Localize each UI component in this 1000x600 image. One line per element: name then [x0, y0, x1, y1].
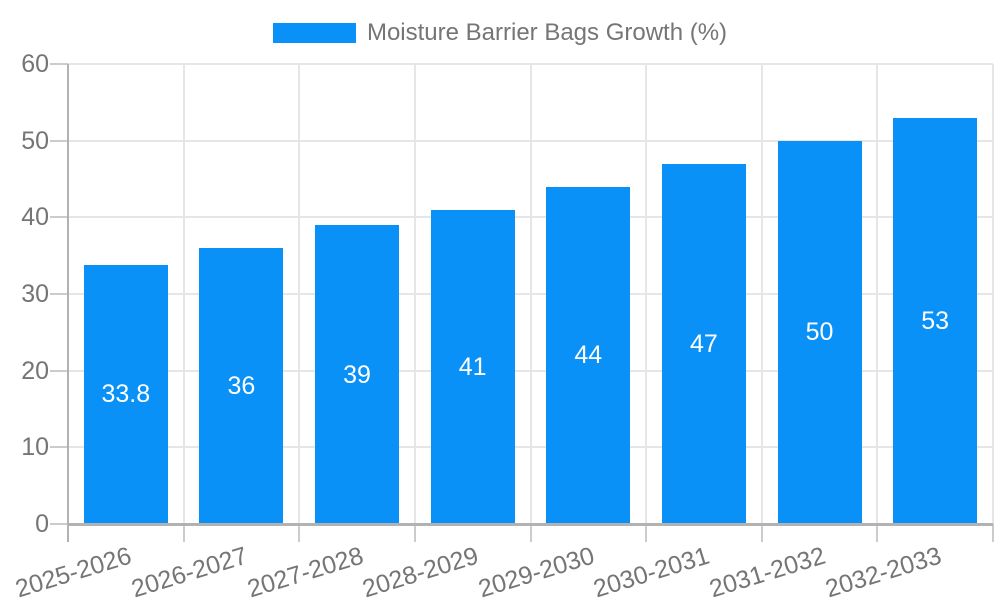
y-tick-mark	[50, 216, 68, 219]
x-tick-mark	[992, 524, 994, 542]
x-gridline	[298, 64, 301, 524]
bar-value-label: 41	[458, 352, 487, 381]
y-tick-mark	[50, 369, 68, 372]
x-axis-label: 2026-2027	[128, 541, 251, 600]
bar[interactable]	[199, 248, 284, 524]
legend-swatch	[272, 23, 356, 43]
y-axis-line	[67, 64, 69, 542]
x-tick-mark	[876, 524, 879, 542]
y-tick-mark	[50, 139, 68, 142]
bar[interactable]	[661, 163, 746, 524]
y-tick-mark	[50, 446, 68, 449]
x-gridline	[760, 64, 763, 524]
y-tick-mark	[50, 63, 68, 65]
x-tick-mark	[645, 524, 648, 542]
y-axis-label: 0	[35, 510, 49, 538]
x-axis-label: 2029-2030	[474, 541, 598, 600]
bar-value-label: 33.8	[101, 380, 151, 409]
x-gridline	[182, 64, 185, 524]
bar[interactable]	[546, 186, 631, 524]
y-tick-mark	[50, 523, 68, 525]
x-tick-mark	[298, 524, 301, 542]
bar[interactable]	[893, 117, 978, 524]
legend: Moisture Barrier Bags Growth (%)	[0, 20, 1000, 46]
bar-value-label: 53	[921, 306, 950, 335]
x-axis-label: 2031-2032	[706, 541, 829, 600]
bar-value-label: 39	[343, 360, 371, 389]
bar[interactable]	[777, 140, 862, 524]
bar[interactable]	[430, 209, 515, 524]
x-axis-label: 2025-2026	[12, 541, 135, 600]
bar[interactable]	[83, 264, 168, 524]
x-gridline	[413, 64, 416, 524]
x-axis-label: 2028-2029	[359, 541, 482, 600]
bar-value-label: 44	[574, 341, 603, 370]
y-axis-label: 40	[21, 203, 49, 232]
x-gridline	[992, 64, 994, 524]
bar-value-label: 50	[805, 318, 834, 347]
x-axis-label: 2027-2028	[243, 541, 367, 600]
x-axis-line	[67, 523, 993, 526]
x-gridline	[645, 64, 648, 524]
y-axis-label: 30	[21, 280, 49, 308]
y-axis-label: 60	[21, 50, 49, 78]
x-gridline	[529, 64, 532, 524]
x-tick-mark	[182, 524, 185, 542]
y-axis-label: 10	[21, 433, 49, 462]
x-tick-mark	[413, 524, 416, 542]
x-tick-mark	[760, 524, 763, 542]
x-axis-label: 2032-2033	[821, 541, 945, 600]
x-axis-label: 2030-2031	[590, 541, 714, 600]
x-tick-mark	[529, 524, 532, 542]
y-tick-mark	[50, 293, 68, 295]
bar[interactable]	[315, 225, 400, 524]
legend-label: Moisture Barrier Bags Growth (%)	[366, 19, 728, 46]
y-axis-label: 20	[21, 356, 49, 385]
bar-value-label: 36	[227, 372, 256, 400]
x-gridline	[876, 64, 879, 524]
y-axis-label: 50	[21, 126, 49, 155]
bar-value-label: 47	[690, 329, 718, 358]
